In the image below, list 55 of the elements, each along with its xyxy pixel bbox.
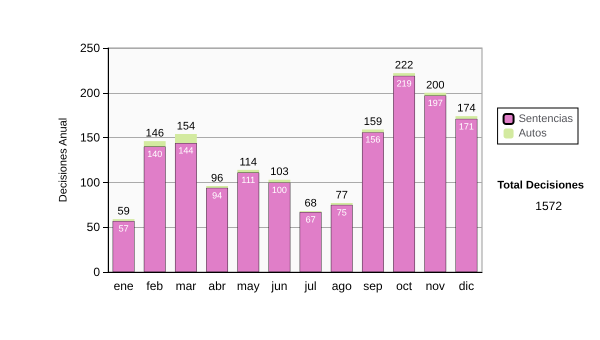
x-tick-label: sep xyxy=(363,279,383,293)
x-tick-label: abr xyxy=(208,279,226,293)
x-tick-label: oct xyxy=(396,279,413,293)
data-label: 57 xyxy=(118,223,129,234)
data-label: 171 xyxy=(458,121,474,132)
x-tick-label: ago xyxy=(332,279,352,293)
x-tick-label: may xyxy=(236,279,260,293)
total-label: 114 xyxy=(239,156,258,168)
bar xyxy=(393,73,415,76)
y-tick-label: 250 xyxy=(80,41,100,55)
total-label: 68 xyxy=(304,198,317,210)
bar xyxy=(424,92,446,96)
total-label: 159 xyxy=(364,116,382,128)
y-tick-label: 50 xyxy=(86,220,100,234)
data-label: 94 xyxy=(212,190,222,200)
bar xyxy=(237,170,260,173)
data-label: 144 xyxy=(178,145,194,156)
y-tick-label: 200 xyxy=(80,86,100,100)
x-tick-label: jun xyxy=(270,279,288,293)
total-label: 200 xyxy=(426,79,444,92)
x-tick-label: nov xyxy=(426,279,445,293)
legend-label: Autos xyxy=(518,128,548,140)
y-axis-title: Decisiones Anual xyxy=(58,118,70,202)
total-label: 77 xyxy=(336,190,348,202)
y-tick-label: 100 xyxy=(80,175,100,190)
total-label: 103 xyxy=(270,166,289,178)
data-label: 75 xyxy=(336,207,347,218)
data-label: 111 xyxy=(241,175,256,186)
bar xyxy=(362,130,384,132)
total-label: 146 xyxy=(146,128,164,140)
legend-label: Sentencias xyxy=(518,113,574,125)
data-label: 219 xyxy=(396,78,412,88)
data-label: 197 xyxy=(428,98,443,108)
bar xyxy=(268,180,290,182)
x-tick-label: feb xyxy=(146,279,164,293)
text: 1572 xyxy=(535,199,562,213)
text: Total Decisiones xyxy=(497,180,584,192)
data-label: 67 xyxy=(306,214,316,224)
total-label: 154 xyxy=(176,120,196,133)
bar xyxy=(456,116,478,119)
total-label: 222 xyxy=(394,60,414,72)
data-label: 156 xyxy=(365,134,380,145)
x-tick-label: jul xyxy=(304,279,317,293)
y-tick-label: 0 xyxy=(93,265,100,279)
total-label: 59 xyxy=(117,206,130,218)
data-label: 140 xyxy=(147,149,162,160)
total-label: 174 xyxy=(457,102,476,115)
x-tick-label: mar xyxy=(176,279,196,293)
bar xyxy=(144,141,166,147)
bar xyxy=(175,134,197,143)
x-tick-label: dic xyxy=(458,279,474,293)
x-tick-label: ene xyxy=(114,279,134,293)
y-tick-label: 150 xyxy=(80,130,100,145)
total-label: 96 xyxy=(210,172,224,184)
data-label: 100 xyxy=(272,184,287,195)
